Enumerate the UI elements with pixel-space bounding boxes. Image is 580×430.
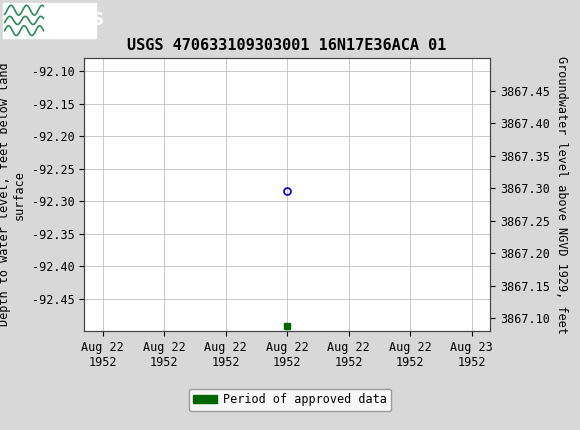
Y-axis label: Depth to water level, feet below land
surface: Depth to water level, feet below land su… [0,63,26,326]
Title: USGS 470633109303001 16N17E36ACA 01: USGS 470633109303001 16N17E36ACA 01 [128,38,447,53]
Legend: Period of approved data: Period of approved data [188,389,392,411]
Bar [3,3,96,37]
Y-axis label: Groundwater level above NGVD 1929, feet: Groundwater level above NGVD 1929, feet [555,55,568,334]
Text: USGS: USGS [49,12,104,29]
